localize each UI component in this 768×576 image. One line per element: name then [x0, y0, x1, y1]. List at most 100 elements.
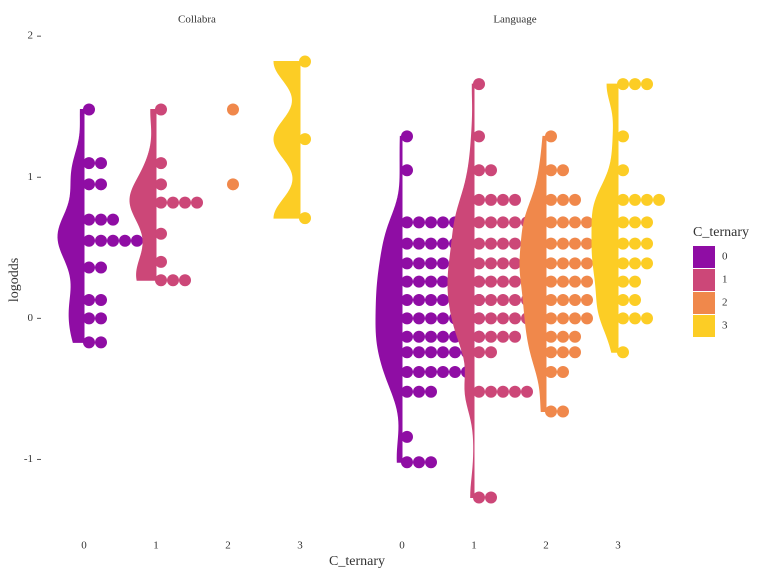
dot	[545, 330, 557, 343]
violin	[591, 83, 619, 353]
dot	[509, 216, 521, 229]
dot	[191, 196, 203, 209]
dot	[581, 275, 593, 288]
dot	[557, 164, 569, 177]
dot	[83, 294, 95, 307]
dot	[155, 227, 167, 240]
dot	[95, 178, 107, 191]
dot	[617, 193, 629, 206]
dot	[629, 294, 641, 307]
dot	[473, 491, 485, 504]
dot	[485, 385, 497, 398]
dot	[617, 346, 629, 359]
dot	[629, 216, 641, 229]
dot	[83, 336, 95, 349]
dot	[545, 130, 557, 143]
dot	[473, 216, 485, 229]
dot	[485, 312, 497, 325]
dot	[413, 365, 425, 378]
dot	[167, 274, 179, 287]
dot	[617, 312, 629, 325]
dot	[617, 257, 629, 270]
dot	[521, 385, 533, 398]
facet-title: Language	[493, 14, 536, 26]
dot	[617, 294, 629, 307]
x-tick-label: 3	[615, 540, 621, 552]
dot	[581, 216, 593, 229]
dot	[617, 164, 629, 177]
dot	[473, 237, 485, 250]
dot	[545, 405, 557, 418]
x-tick-label: 2	[543, 540, 549, 552]
dot	[401, 312, 413, 325]
dot	[119, 234, 131, 247]
legend-swatch	[693, 292, 715, 314]
x-tick-label: 1	[153, 540, 159, 552]
dot	[83, 178, 95, 191]
dot	[401, 164, 413, 177]
dot	[473, 257, 485, 270]
dot	[401, 456, 413, 469]
dot	[425, 312, 437, 325]
dot	[167, 196, 179, 209]
dot	[425, 365, 437, 378]
dot	[545, 237, 557, 250]
dot	[401, 257, 413, 270]
dot	[485, 330, 497, 343]
dot	[629, 78, 641, 91]
dot	[485, 275, 497, 288]
dot	[413, 312, 425, 325]
violin	[519, 135, 547, 412]
dot	[83, 157, 95, 170]
dot	[509, 312, 521, 325]
dot	[497, 330, 509, 343]
legend-swatch	[693, 315, 715, 337]
dot	[545, 193, 557, 206]
dot	[509, 193, 521, 206]
dot	[425, 257, 437, 270]
dot	[509, 385, 521, 398]
dot	[629, 312, 641, 325]
dot	[155, 157, 167, 170]
dot	[485, 237, 497, 250]
dot	[437, 365, 449, 378]
dot	[437, 237, 449, 250]
dot	[545, 365, 557, 378]
dot	[581, 237, 593, 250]
dot	[557, 193, 569, 206]
dot	[449, 365, 461, 378]
dot	[155, 196, 167, 209]
dot	[425, 237, 437, 250]
dot	[485, 216, 497, 229]
dot	[581, 257, 593, 270]
dot	[425, 385, 437, 398]
dot	[425, 456, 437, 469]
dot	[485, 193, 497, 206]
dot	[509, 275, 521, 288]
dot	[497, 312, 509, 325]
legend-label: 3	[722, 320, 728, 332]
x-tick-label: 0	[81, 540, 87, 552]
dot	[497, 216, 509, 229]
dot	[569, 330, 581, 343]
y-tick-label: 0	[28, 312, 34, 324]
dot	[95, 157, 107, 170]
dot	[401, 430, 413, 443]
dot	[557, 346, 569, 359]
dot	[155, 178, 167, 191]
dot	[131, 234, 143, 247]
dot	[473, 294, 485, 307]
dot	[473, 275, 485, 288]
dot	[545, 164, 557, 177]
dot	[401, 275, 413, 288]
dot	[473, 193, 485, 206]
violin	[273, 61, 301, 219]
dot	[437, 257, 449, 270]
dot	[227, 103, 239, 116]
dot	[473, 330, 485, 343]
dot	[425, 294, 437, 307]
dot	[497, 257, 509, 270]
dot	[413, 216, 425, 229]
dot	[509, 294, 521, 307]
dot	[401, 346, 413, 359]
